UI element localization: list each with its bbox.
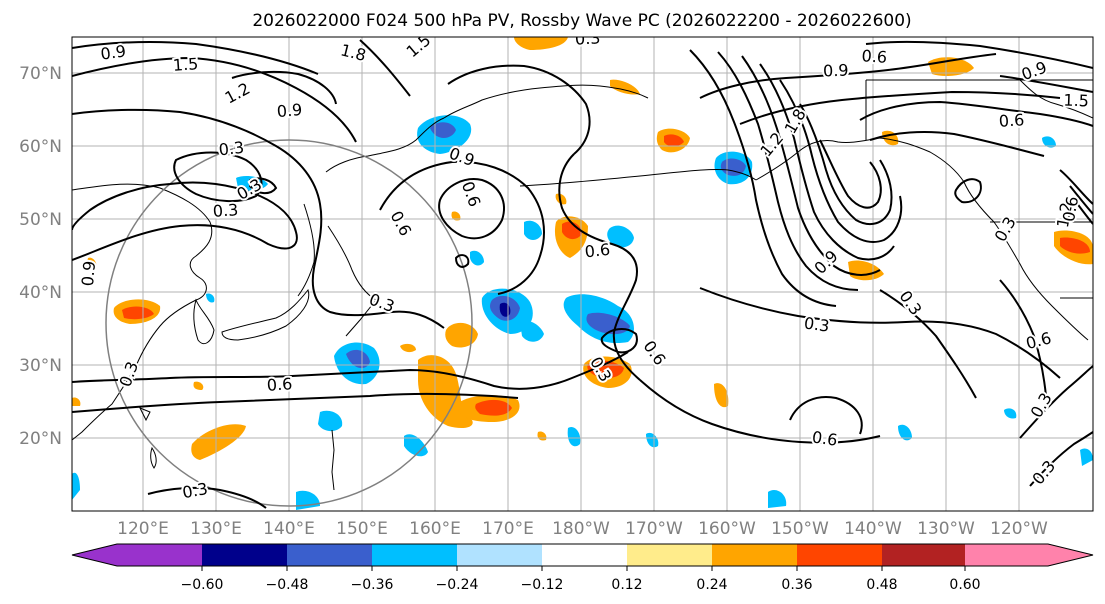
colorbar-segment	[287, 544, 372, 566]
colorbar-segment	[202, 544, 287, 566]
colorbar-segment	[117, 544, 202, 566]
contour-label: 0.9	[276, 100, 303, 121]
graticule	[72, 37, 1093, 511]
lon-tick-label: 180°W	[552, 519, 610, 539]
lon-tick-label: 150°W	[771, 519, 829, 539]
positive-anomaly-patch	[418, 355, 520, 428]
lon-tick-label: 140°E	[263, 519, 315, 539]
map-title: 2026022000 F024 500 hPa PV, Rossby Wave …	[252, 11, 911, 31]
lon-tick-label: 160°W	[698, 519, 756, 539]
contour-label: 0.6	[811, 427, 839, 449]
contour-label: 0.9	[823, 61, 849, 81]
contour-label: 0.3	[218, 138, 245, 160]
latitude-axis: 70°N 60°N 50°N 40°N 30°N 20°N	[19, 64, 62, 449]
contour-label: 0.3	[575, 28, 601, 48]
contour-label: 0.6	[998, 110, 1025, 131]
contour-label: 1.5	[172, 54, 199, 75]
lon-tick-label: 130°E	[190, 519, 242, 539]
contour-label: 0.3	[212, 200, 239, 221]
lon-tick-label: 150°E	[336, 519, 388, 539]
lon-tick-label: 120°E	[117, 519, 169, 539]
negative-anomaly-patch	[417, 115, 472, 154]
positive-anomaly-patch	[554, 216, 588, 258]
colorbar-segment	[965, 544, 1048, 566]
colorbar-segment	[627, 544, 712, 566]
map-panel: 0.9 1.8 1.5 1.5 1.2 0.9 0.3 0.3 0.3 0.3 …	[71, 28, 1094, 512]
contour-label: 0.6	[584, 240, 611, 262]
colorbar-segment	[372, 544, 457, 566]
contour-label: 0.3	[803, 313, 831, 335]
lon-tick-label: 140°W	[844, 519, 902, 539]
great-circle	[105, 139, 473, 507]
contour-label: 0.3	[181, 479, 209, 502]
lon-tick-label: 170°E	[482, 519, 534, 539]
lat-tick-label: 60°N	[19, 137, 62, 157]
colorbar-extend-left	[72, 544, 117, 566]
colorbar-tick-label: 0.36	[781, 577, 812, 593]
longitude-axis: 120°E 130°E 140°E 150°E 160°E 170°E 180°…	[117, 519, 1048, 539]
lat-tick-label: 30°N	[19, 356, 62, 376]
colorbar-segment	[457, 544, 542, 566]
colorbar-tick-label: 0.60	[949, 577, 980, 593]
contour-label: 0.9	[99, 41, 127, 63]
colorbar-tick-label: −0.60	[181, 577, 224, 593]
colorbar-tick-label: −0.36	[351, 577, 394, 593]
colorbar-tick-label: 0.48	[866, 577, 897, 593]
contour-label: 0.6	[266, 374, 293, 395]
colorbar: −0.60 −0.48 −0.36 −0.24 −0.12 0.12 0.24 …	[71, 543, 1094, 593]
contour-label: 0.9	[78, 260, 99, 287]
positive-anomaly-patch	[113, 299, 161, 324]
colorbar-tick-label: −0.48	[266, 577, 309, 593]
contour-label: 0.6	[861, 46, 888, 67]
lat-tick-label: 20°N	[19, 429, 62, 449]
colorbar-tick-label: 0.12	[611, 577, 642, 593]
colorbar-segment	[542, 544, 627, 566]
lon-tick-label: 130°W	[917, 519, 975, 539]
negative-anomaly-patch	[72, 136, 1093, 510]
colorbar-tick-label: −0.12	[521, 577, 564, 593]
colorbar-segment	[712, 544, 797, 566]
pv-contours	[72, 39, 1093, 509]
colorbar-segment	[882, 544, 965, 566]
lon-tick-label: 160°E	[409, 519, 461, 539]
colorbar-extend-right	[1048, 544, 1093, 566]
lon-tick-label: 120°W	[990, 519, 1048, 539]
contour-label: 1.5	[1063, 91, 1089, 111]
colorbar-tick-label: 0.24	[696, 577, 727, 593]
lat-tick-label: 40°N	[19, 283, 62, 303]
lat-tick-label: 70°N	[19, 64, 62, 84]
lon-tick-label: 170°W	[625, 519, 683, 539]
lat-tick-label: 50°N	[19, 210, 62, 230]
colorbar-tick-label: −0.24	[436, 577, 479, 593]
colorbar-segment	[797, 544, 882, 566]
